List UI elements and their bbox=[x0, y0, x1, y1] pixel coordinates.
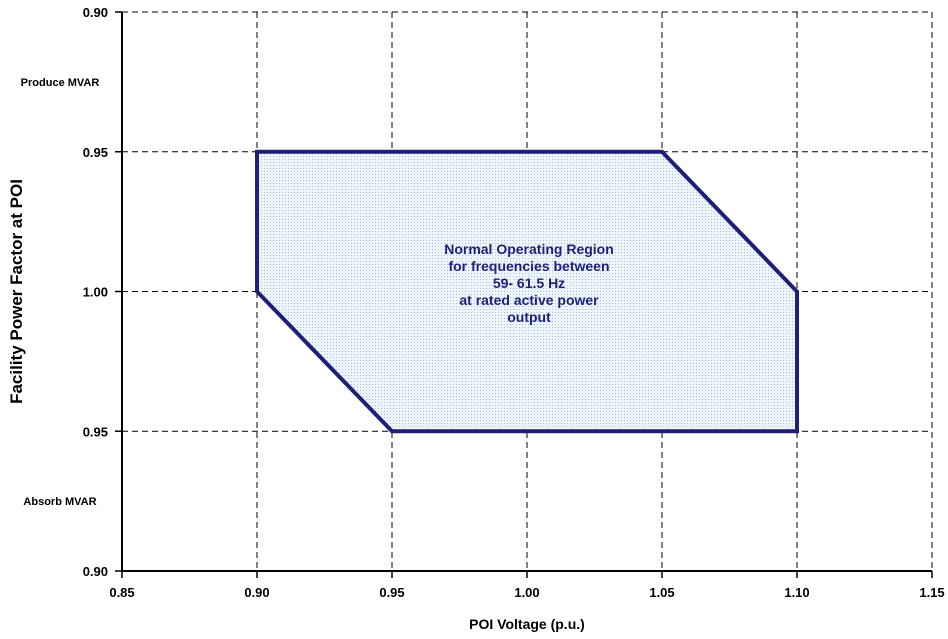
region-label-line: 59- 61.5 Hz bbox=[493, 275, 565, 291]
y-tick-label: 0.90 bbox=[83, 564, 108, 579]
region-label-line: output bbox=[507, 309, 551, 325]
x-tick-label: 0.90 bbox=[244, 585, 269, 600]
y-tick-label: 0.90 bbox=[83, 5, 108, 20]
x-axis-title: POI Voltage (p.u.) bbox=[469, 616, 585, 632]
x-tick-label: 0.85 bbox=[109, 585, 134, 600]
y-tick-label: 1.00 bbox=[83, 285, 108, 300]
produce-mvar-label: Produce MVAR bbox=[21, 77, 100, 89]
x-tick-label: 1.05 bbox=[649, 585, 674, 600]
y-tick-label: 0.95 bbox=[83, 424, 108, 439]
y-tick-label: 0.95 bbox=[83, 145, 108, 160]
x-tick-label: 1.00 bbox=[514, 585, 539, 600]
region-label-line: for frequencies between bbox=[448, 258, 609, 274]
x-tick-label: 0.95 bbox=[379, 585, 404, 600]
y-axis-title: Facility Power Factor at POI bbox=[7, 179, 26, 404]
x-tick-label: 1.10 bbox=[784, 585, 809, 600]
operating-region bbox=[255, 149, 799, 434]
region-label-line: Normal Operating Region bbox=[444, 241, 614, 257]
x-tick-label: 1.15 bbox=[919, 585, 944, 600]
absorb-mvar-label: Absorb MVAR bbox=[23, 496, 96, 508]
region-label-line: at rated active power bbox=[459, 292, 599, 308]
